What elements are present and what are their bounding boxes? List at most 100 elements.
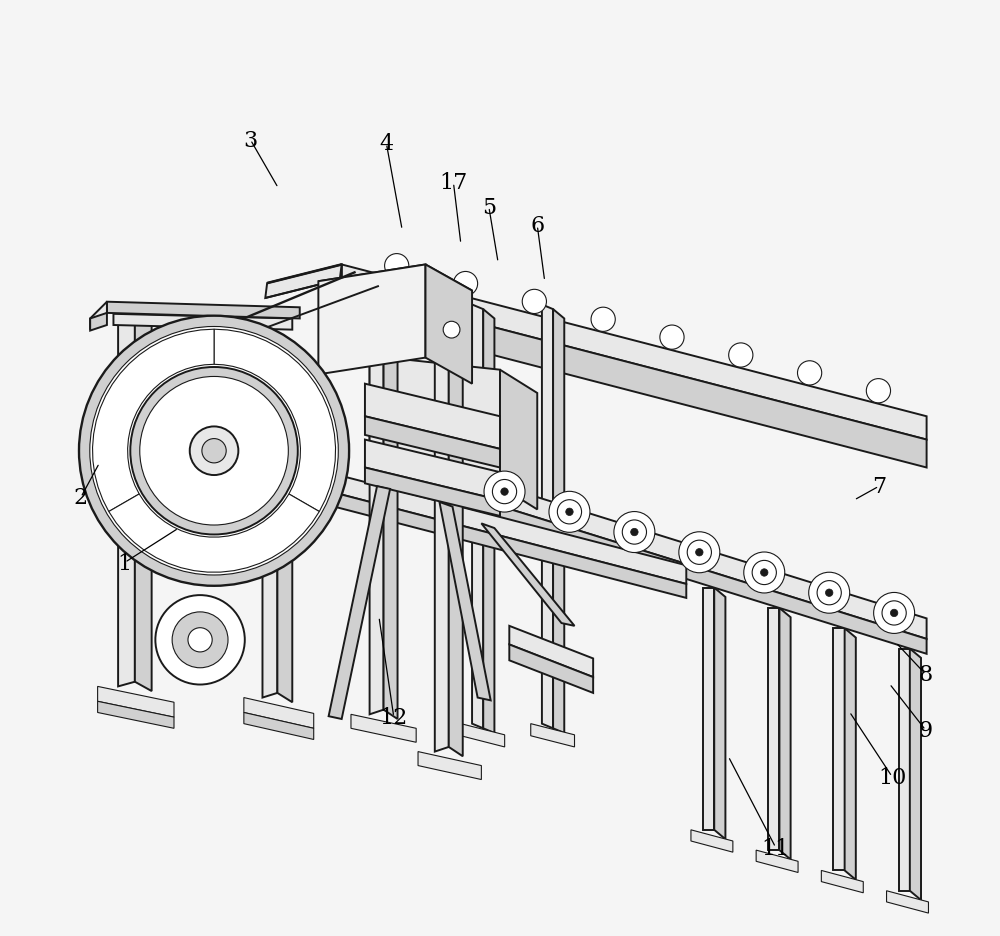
Polygon shape — [500, 371, 537, 510]
Polygon shape — [384, 286, 398, 719]
Polygon shape — [93, 329, 214, 512]
Circle shape — [825, 590, 833, 597]
Polygon shape — [833, 629, 845, 870]
Polygon shape — [90, 314, 107, 331]
Circle shape — [798, 361, 822, 386]
Text: 1: 1 — [118, 552, 132, 574]
Circle shape — [522, 290, 546, 314]
Circle shape — [566, 508, 573, 516]
Circle shape — [202, 439, 226, 463]
Polygon shape — [135, 484, 292, 501]
Polygon shape — [365, 385, 500, 449]
Circle shape — [696, 548, 703, 556]
Circle shape — [882, 601, 906, 625]
Polygon shape — [244, 712, 314, 739]
Circle shape — [761, 569, 768, 577]
Polygon shape — [214, 329, 336, 512]
Polygon shape — [449, 314, 463, 756]
Circle shape — [188, 628, 212, 652]
Polygon shape — [107, 302, 300, 319]
Circle shape — [622, 520, 647, 545]
Text: 3: 3 — [243, 129, 257, 152]
Polygon shape — [342, 265, 927, 440]
Polygon shape — [703, 588, 714, 830]
Polygon shape — [472, 305, 483, 728]
Text: 4: 4 — [379, 133, 393, 155]
Circle shape — [874, 592, 915, 634]
Polygon shape — [714, 588, 725, 840]
Polygon shape — [309, 468, 686, 584]
Text: 9: 9 — [919, 720, 933, 741]
Polygon shape — [821, 870, 863, 893]
Polygon shape — [509, 626, 593, 678]
Circle shape — [591, 308, 615, 332]
Text: 7: 7 — [872, 475, 886, 498]
Polygon shape — [887, 891, 928, 914]
Circle shape — [809, 573, 850, 614]
Circle shape — [614, 512, 655, 553]
Polygon shape — [531, 724, 575, 747]
Circle shape — [172, 612, 228, 668]
Circle shape — [190, 427, 238, 475]
Polygon shape — [756, 850, 798, 872]
Circle shape — [140, 377, 288, 525]
Polygon shape — [118, 314, 135, 687]
Polygon shape — [342, 288, 927, 468]
Polygon shape — [779, 608, 791, 859]
Polygon shape — [472, 498, 927, 654]
Polygon shape — [899, 649, 910, 891]
Text: 2: 2 — [74, 487, 88, 509]
Polygon shape — [691, 830, 733, 853]
Polygon shape — [309, 487, 686, 598]
Polygon shape — [553, 310, 564, 733]
Polygon shape — [461, 724, 505, 747]
Circle shape — [660, 326, 684, 350]
Circle shape — [679, 533, 720, 573]
Polygon shape — [351, 714, 416, 742]
Polygon shape — [365, 417, 500, 468]
Text: 11: 11 — [762, 837, 790, 858]
Circle shape — [631, 529, 638, 536]
Polygon shape — [98, 687, 174, 717]
Polygon shape — [472, 477, 927, 639]
Circle shape — [890, 609, 898, 617]
Circle shape — [155, 595, 245, 685]
Polygon shape — [910, 649, 921, 900]
Polygon shape — [318, 265, 425, 375]
Circle shape — [130, 368, 298, 534]
Polygon shape — [277, 343, 292, 703]
Polygon shape — [135, 314, 152, 692]
Polygon shape — [109, 494, 319, 573]
Circle shape — [549, 491, 590, 533]
Polygon shape — [318, 265, 472, 308]
Circle shape — [453, 272, 478, 297]
Polygon shape — [439, 503, 491, 701]
Polygon shape — [325, 265, 342, 316]
Text: 10: 10 — [878, 766, 906, 788]
Polygon shape — [425, 265, 472, 385]
Circle shape — [687, 541, 711, 564]
Polygon shape — [135, 470, 277, 491]
Circle shape — [385, 255, 409, 279]
Polygon shape — [244, 698, 314, 728]
Text: 8: 8 — [919, 664, 933, 685]
Polygon shape — [542, 305, 553, 728]
Text: 17: 17 — [439, 172, 468, 195]
Circle shape — [79, 316, 349, 586]
Circle shape — [817, 581, 841, 606]
Polygon shape — [365, 440, 500, 501]
Circle shape — [744, 552, 785, 593]
Polygon shape — [365, 468, 500, 517]
Polygon shape — [262, 343, 277, 698]
Text: 12: 12 — [380, 707, 408, 728]
Circle shape — [752, 561, 776, 585]
Circle shape — [90, 327, 338, 576]
Polygon shape — [418, 752, 481, 780]
Circle shape — [492, 480, 517, 505]
Polygon shape — [370, 357, 500, 487]
Circle shape — [443, 322, 460, 339]
Polygon shape — [90, 302, 107, 330]
Polygon shape — [98, 702, 174, 728]
Polygon shape — [329, 487, 390, 719]
Circle shape — [501, 489, 508, 496]
